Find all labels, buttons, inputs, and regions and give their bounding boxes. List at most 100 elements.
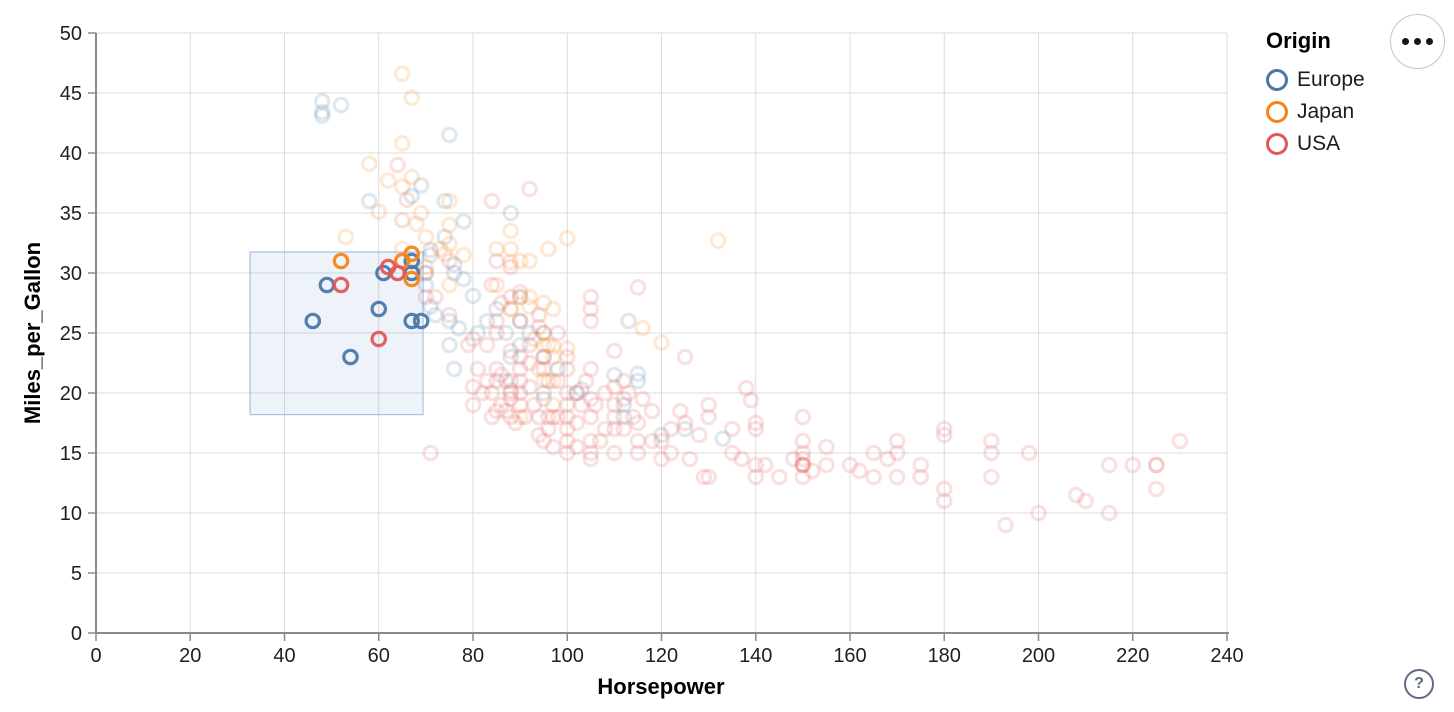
data-point [525, 330, 543, 348]
data-point [690, 426, 708, 444]
data-point [695, 468, 713, 486]
y-tick-label: 40 [60, 143, 82, 165]
data-point [511, 288, 529, 306]
x-tick-label: 240 [1210, 645, 1243, 667]
data-point [488, 312, 505, 330]
data-point [700, 468, 717, 486]
data-point [662, 420, 680, 438]
data-point [629, 365, 647, 383]
data-point [540, 372, 557, 390]
x-tick-label: 160 [833, 645, 866, 667]
data-point [662, 444, 680, 462]
data-point [568, 384, 585, 402]
data-point [615, 396, 633, 414]
data-point [620, 312, 637, 330]
data-point [459, 336, 477, 354]
data-point [337, 228, 355, 246]
data-point [676, 420, 694, 438]
data-point [535, 348, 552, 366]
data-point [803, 462, 821, 480]
data-point [441, 312, 458, 330]
data-point [403, 89, 421, 107]
data-point [1148, 456, 1165, 474]
data-point [629, 414, 647, 432]
data-point [394, 135, 411, 152]
data-point [544, 337, 562, 355]
data-point [304, 312, 322, 330]
data-point [997, 516, 1014, 534]
data-point [983, 444, 1000, 462]
data-point [417, 228, 435, 246]
data-point [497, 372, 515, 390]
data-point [488, 324, 505, 342]
data-point [549, 372, 567, 390]
data-point [521, 354, 538, 372]
data-point [511, 396, 529, 414]
data-point [629, 444, 647, 462]
data-point [643, 432, 661, 450]
data-point [441, 276, 458, 294]
data-point [502, 384, 519, 402]
help-button[interactable]: ? [1404, 669, 1434, 699]
data-point [488, 360, 505, 378]
data-point [408, 215, 425, 233]
data-point [653, 432, 670, 450]
data-point [535, 371, 552, 389]
data-point [422, 444, 439, 462]
data-point [865, 468, 882, 486]
legend: Origin Europe Japan USA [1266, 28, 1365, 160]
data-point [488, 372, 505, 390]
gridlines [96, 32, 1228, 633]
data-point [511, 384, 529, 402]
brush-selection[interactable] [249, 251, 424, 416]
data-point [888, 444, 906, 462]
x-tick-label: 180 [928, 645, 961, 667]
axes: 0 20 40 60 80 100 120 140 160 180 200 220 240 0 5 10 15 2… [60, 23, 1244, 667]
x-tick-label: 140 [739, 645, 772, 667]
data-point [596, 384, 614, 402]
data-point [464, 287, 482, 305]
data-point [983, 432, 1000, 450]
data-point [403, 168, 421, 186]
data-point [469, 360, 487, 378]
data-point [370, 300, 388, 318]
data-point [747, 420, 765, 438]
data-point [422, 246, 439, 264]
y-tick-label: 45 [60, 83, 82, 105]
data-point [502, 204, 519, 222]
y-tick-label: 10 [60, 503, 82, 525]
data-point [502, 300, 519, 318]
data-point [615, 420, 633, 438]
data-point [582, 360, 600, 378]
data-point [700, 396, 717, 414]
data-point [841, 456, 859, 474]
data-point [464, 396, 482, 414]
data-point [426, 288, 444, 306]
data-point [582, 312, 600, 330]
data-point [606, 342, 623, 360]
chart-actions-menu-button[interactable] [1390, 14, 1445, 69]
ellipsis-icon [1414, 38, 1421, 45]
data-point [549, 408, 567, 426]
data-point [412, 204, 430, 222]
data-point [412, 312, 430, 330]
data-point [521, 378, 538, 396]
data-point [332, 276, 350, 294]
data-point [733, 450, 750, 468]
data-point [488, 276, 505, 294]
data-point [1171, 432, 1189, 450]
data-point [606, 396, 623, 414]
data-point [535, 360, 552, 378]
data-point [1020, 444, 1038, 462]
data-point [723, 420, 741, 438]
data-point [394, 65, 411, 83]
data-point [441, 192, 458, 210]
data-point [535, 432, 552, 450]
data-point [558, 444, 576, 462]
x-tick-label: 220 [1116, 645, 1149, 667]
data-point [794, 450, 812, 468]
data-point [422, 298, 439, 315]
x-tick-label: 200 [1022, 645, 1055, 667]
data-point [643, 402, 661, 420]
data-point [794, 456, 812, 474]
